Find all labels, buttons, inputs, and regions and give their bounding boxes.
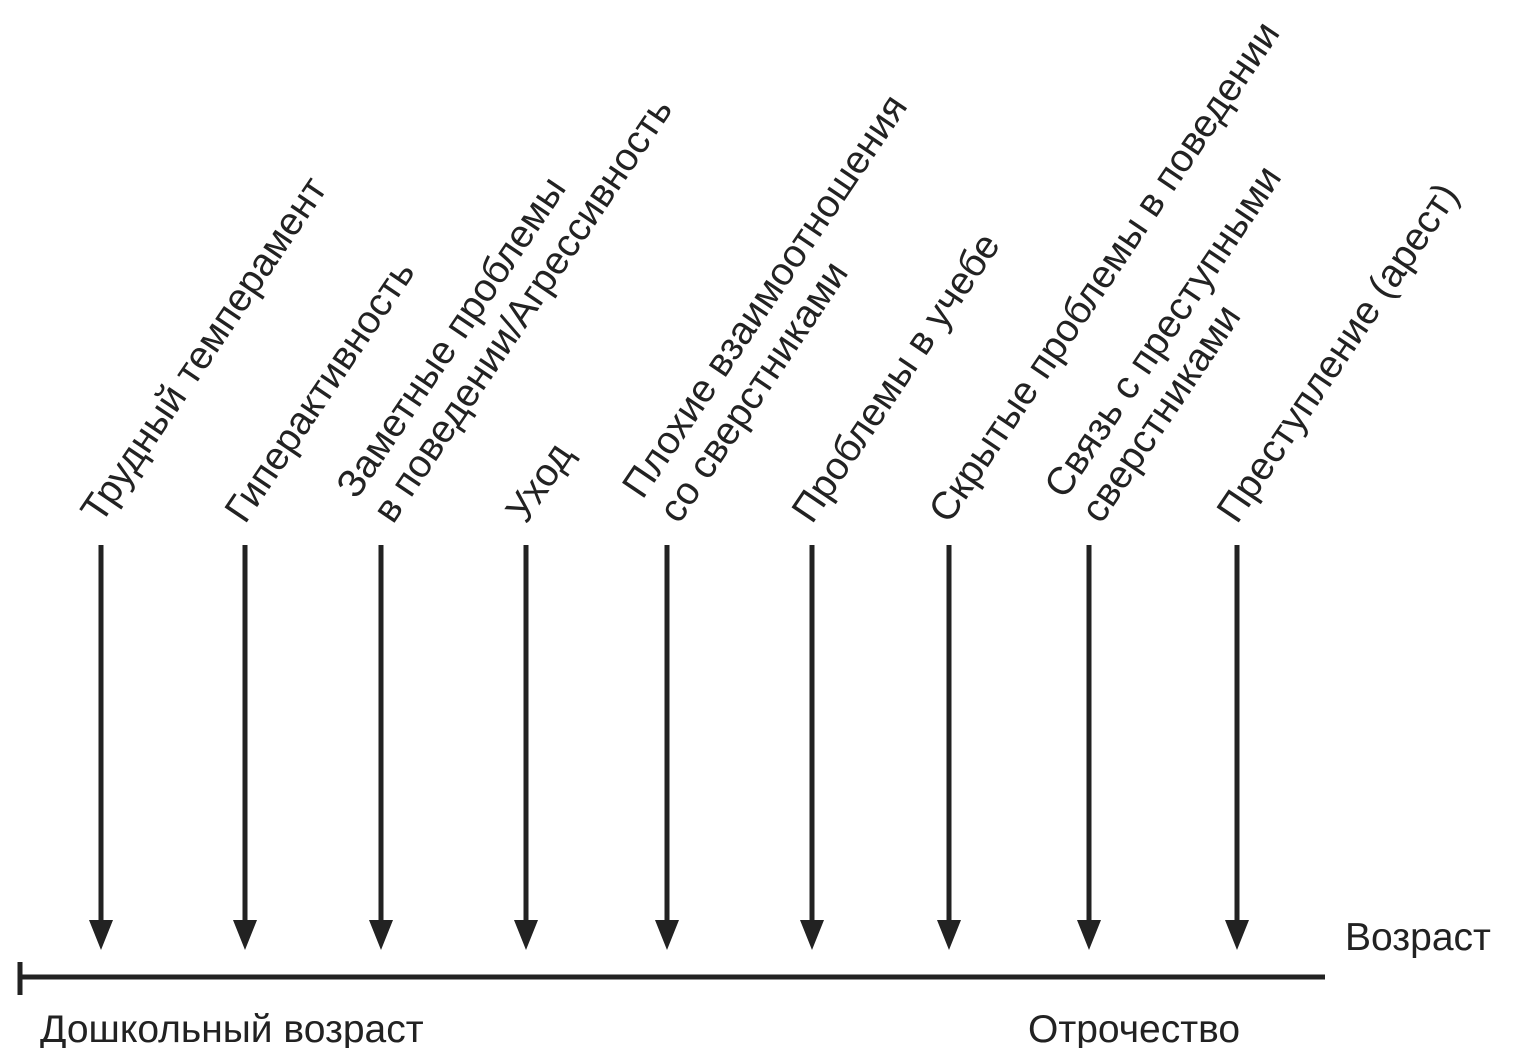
event-arrow [1225,545,1249,950]
axis-start-label: Дошкольный возраст [40,1008,424,1048]
event-arrowhead [233,920,257,950]
event-arrowhead [514,920,538,950]
axis-end-label: Отрочество [1028,1008,1240,1048]
event-arrow [89,545,113,950]
event-arrowhead [655,920,679,950]
event-arrow [937,545,961,950]
event-label-line: Уход [498,435,582,530]
event-arrowhead [1225,920,1249,950]
event-label: Трудный темперамент [73,169,336,530]
event-label: Плохие взаимоотношениясо сверстниками [614,87,952,530]
event-labels: Трудный темпераментГиперактивностьЗаметн… [73,14,1468,530]
event-arrow [233,545,257,950]
event-arrowhead [369,920,393,950]
axis-label: Возраст [1345,916,1491,959]
event-label-line: Трудный темперамент [73,169,336,530]
event-arrow [369,545,393,950]
event-arrowhead [1077,920,1101,950]
event-arrowhead [937,920,961,950]
event-arrow [655,545,679,950]
event-arrows [89,545,1249,950]
event-arrowhead [89,920,113,950]
event-arrow [1077,545,1101,950]
event-arrow [514,545,538,950]
event-arrow [800,545,824,950]
event-label: Уход [498,435,582,530]
event-arrowhead [800,920,824,950]
